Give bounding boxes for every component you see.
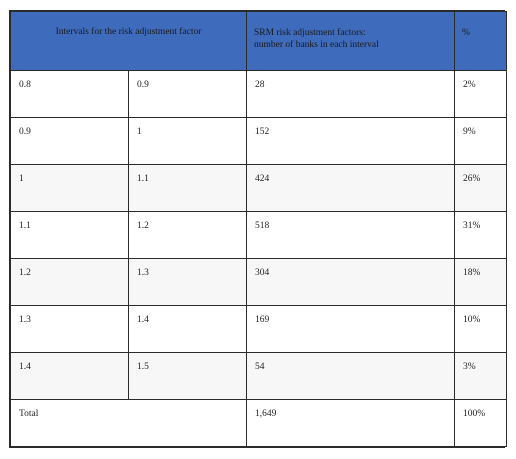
cell-interval-high: 1.2 bbox=[127, 211, 248, 259]
header-srm-label-line1: SRM risk adjustment factors: bbox=[254, 28, 366, 38]
cell-bank-count: 169 bbox=[246, 305, 456, 353]
cell-text: 424 bbox=[255, 174, 270, 184]
cell-text: 518 bbox=[255, 221, 270, 231]
header-srm-factors: SRM risk adjustment factors: number of b… bbox=[246, 11, 456, 71]
cell-interval-low: 1.3 bbox=[10, 305, 129, 353]
cell-percent: 18% bbox=[454, 258, 507, 306]
cell-percent: 3% bbox=[454, 352, 507, 400]
cell-text: 0.9 bbox=[137, 80, 149, 90]
table-row: 1.3 1.4 169 10% bbox=[10, 305, 507, 353]
cell-text: 304 bbox=[255, 268, 270, 278]
table-row: 1.2 1.3 304 18% bbox=[10, 258, 507, 306]
header-intervals: Intervals for the risk adjustment factor bbox=[10, 11, 248, 71]
cell-bank-count: 54 bbox=[246, 352, 456, 400]
cell-text: 18% bbox=[463, 268, 481, 278]
cell-interval-low: 0.9 bbox=[10, 117, 129, 165]
cell-bank-count: 304 bbox=[246, 258, 456, 306]
cell-interval-high: 1 bbox=[127, 117, 248, 165]
cell-bank-count: 28 bbox=[246, 70, 456, 118]
cell-total-percent: 100% bbox=[454, 399, 507, 447]
table-row: 0.8 0.9 28 2% bbox=[10, 70, 507, 118]
cell-text: 1 bbox=[137, 127, 142, 137]
cell-text: 1.1 bbox=[137, 174, 149, 184]
cell-percent: 31% bbox=[454, 211, 507, 259]
cell-percent: 26% bbox=[454, 164, 507, 212]
header-percent: % bbox=[454, 11, 507, 71]
cell-text: 1.4 bbox=[19, 362, 31, 372]
cell-bank-count: 518 bbox=[246, 211, 456, 259]
cell-percent: 10% bbox=[454, 305, 507, 353]
risk-adjustment-table-container: Intervals for the risk adjustment factor… bbox=[9, 10, 507, 448]
table-row: 1.1 1.2 518 31% bbox=[10, 211, 507, 259]
header-row: Intervals for the risk adjustment factor… bbox=[10, 11, 507, 71]
cell-text: 1.3 bbox=[137, 268, 149, 278]
cell-interval-high: 1.5 bbox=[127, 352, 248, 400]
cell-percent: 2% bbox=[454, 70, 507, 118]
cell-interval-low: 1.4 bbox=[10, 352, 129, 400]
cell-interval-low: 1.1 bbox=[10, 211, 129, 259]
cell-text: 1.2 bbox=[19, 268, 31, 278]
cell-text: 1,649 bbox=[255, 409, 277, 419]
cell-text: 0.8 bbox=[19, 80, 31, 90]
risk-adjustment-table: Intervals for the risk adjustment factor… bbox=[10, 11, 507, 447]
table-row: 1 1.1 424 26% bbox=[10, 164, 507, 212]
cell-interval-high: 1.3 bbox=[127, 258, 248, 306]
header-percent-label: % bbox=[462, 28, 470, 38]
cell-interval-high: 1.4 bbox=[127, 305, 248, 353]
cell-text: 1 bbox=[19, 174, 24, 184]
cell-text: 152 bbox=[255, 127, 270, 137]
cell-text: 3% bbox=[463, 362, 476, 372]
cell-text: 1.5 bbox=[137, 362, 149, 372]
table-row: 0.9 1 152 9% bbox=[10, 117, 507, 165]
cell-text: 1.3 bbox=[19, 315, 31, 325]
table-row: 1.4 1.5 54 3% bbox=[10, 352, 507, 400]
cell-text: 2% bbox=[463, 80, 476, 90]
header-intervals-label: Intervals for the risk adjustment factor bbox=[55, 27, 202, 37]
table-body: 0.8 0.9 28 2% 0.9 1 152 9% 1 1.1 424 26%… bbox=[10, 70, 507, 447]
cell-text: 10% bbox=[463, 315, 481, 325]
total-row: Total 1,649 100% bbox=[10, 399, 507, 447]
table-header: Intervals for the risk adjustment factor… bbox=[10, 11, 507, 71]
cell-text: 1.1 bbox=[19, 221, 31, 231]
cell-bank-count: 152 bbox=[246, 117, 456, 165]
cell-percent: 9% bbox=[454, 117, 507, 165]
cell-interval-high: 0.9 bbox=[127, 70, 248, 118]
cell-text: Total bbox=[19, 409, 39, 419]
cell-interval-high: 1.1 bbox=[127, 164, 248, 212]
cell-text: 26% bbox=[463, 174, 481, 184]
cell-text: 0.9 bbox=[19, 127, 31, 137]
header-srm-label-line2: number of banks in each interval bbox=[254, 40, 379, 50]
cell-text: 31% bbox=[463, 221, 481, 231]
cell-text: 169 bbox=[255, 315, 270, 325]
cell-total-banks: 1,649 bbox=[246, 399, 456, 447]
cell-interval-low: 1.2 bbox=[10, 258, 129, 306]
cell-text: 28 bbox=[255, 80, 265, 90]
cell-text: 54 bbox=[255, 362, 265, 372]
cell-interval-low: 1 bbox=[10, 164, 129, 212]
cell-text: 1.2 bbox=[137, 221, 149, 231]
cell-interval-low: 0.8 bbox=[10, 70, 129, 118]
cell-total-label: Total bbox=[10, 399, 248, 447]
cell-text: 9% bbox=[463, 127, 476, 137]
cell-bank-count: 424 bbox=[246, 164, 456, 212]
cell-text: 100% bbox=[463, 409, 486, 419]
cell-text: 1.4 bbox=[137, 315, 149, 325]
